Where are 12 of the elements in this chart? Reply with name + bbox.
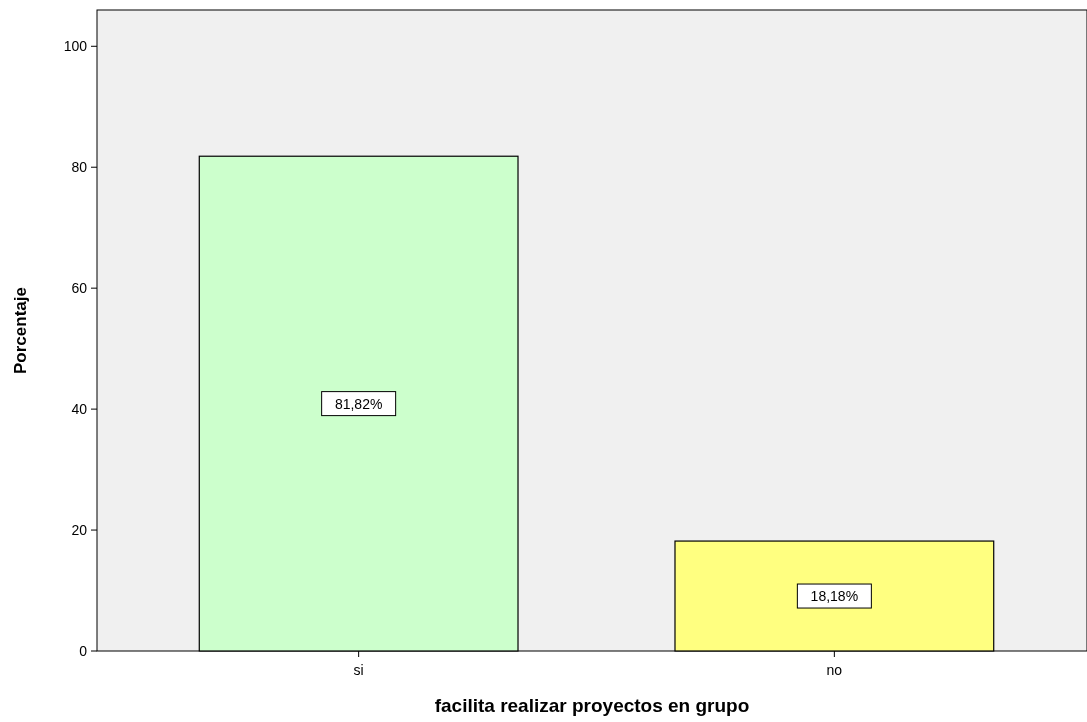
y-tick-label: 0 (79, 643, 88, 659)
y-tick-label: 60 (71, 280, 88, 297)
y-tick-label: 80 (71, 159, 88, 176)
x-tick-label: no (826, 662, 843, 678)
data-label: 81,82% (334, 395, 383, 412)
data-label: 18,18% (810, 588, 859, 605)
x-tick-label: si (353, 662, 364, 678)
y-tick-label: 20 (71, 522, 88, 539)
y-axis-title: Porcentaje (11, 287, 30, 374)
y-tick-label: 100 (63, 38, 88, 55)
y-tick-label: 40 (71, 401, 88, 418)
x-axis-title: facilita realizar proyectos en grupo (434, 695, 750, 716)
